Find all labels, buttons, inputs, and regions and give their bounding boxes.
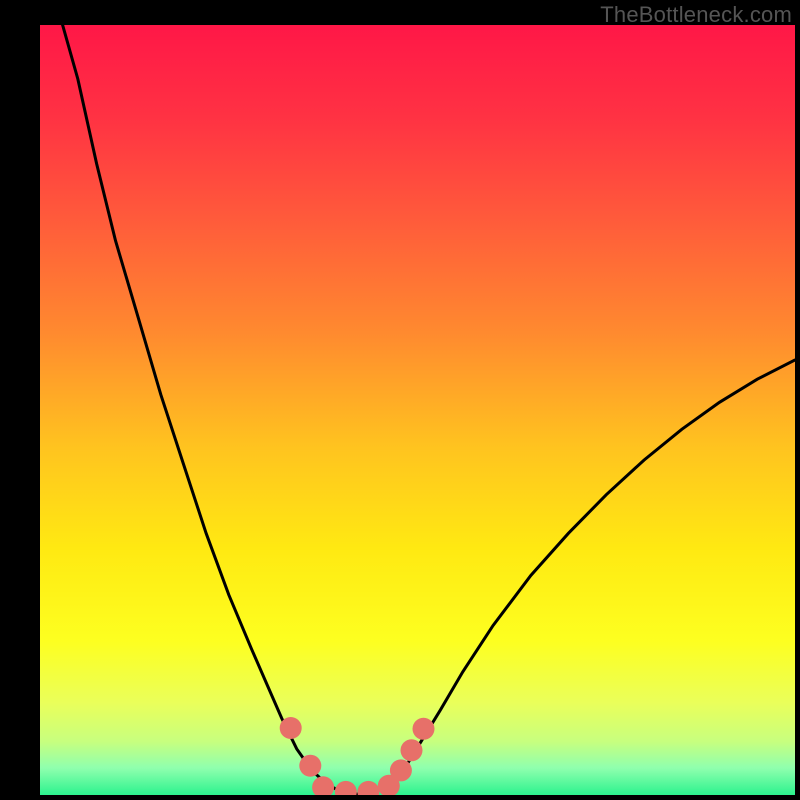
data-marker [401,739,423,761]
chart-frame [40,25,795,795]
data-marker [357,781,379,795]
data-marker [312,776,334,795]
bottleneck-curve [63,25,795,794]
watermark-label: TheBottleneck.com [600,2,792,28]
data-marker [413,718,435,740]
data-marker [299,755,321,777]
data-marker [280,717,302,739]
data-marker [390,759,412,781]
chart-svg [40,25,795,795]
data-marker [335,781,357,795]
